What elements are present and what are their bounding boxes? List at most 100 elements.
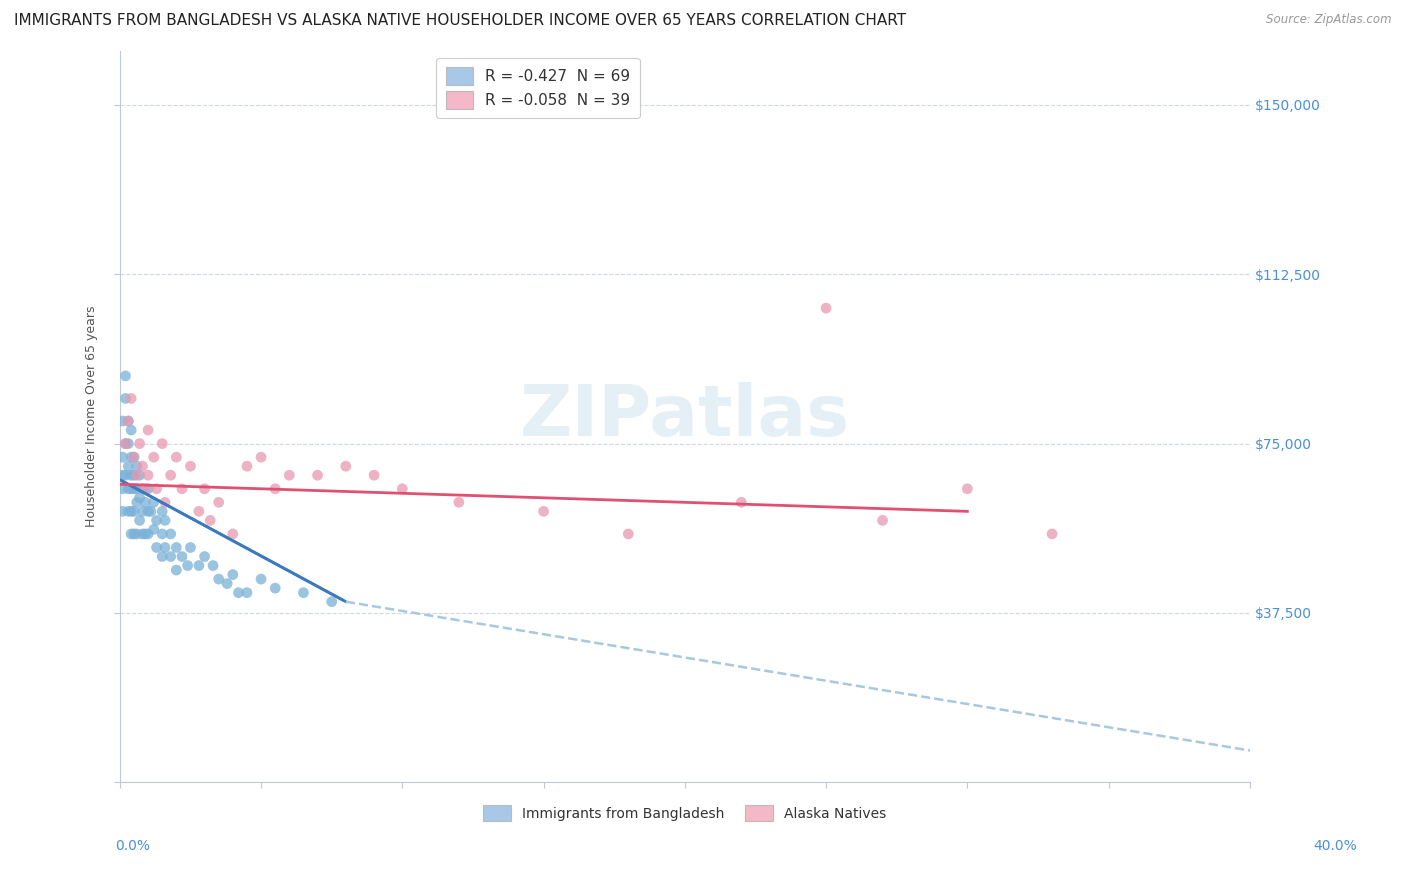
Point <box>114 468 136 483</box>
Point <box>125 527 148 541</box>
Point <box>128 468 150 483</box>
Point <box>120 423 142 437</box>
Point <box>159 468 181 483</box>
Point <box>120 527 142 541</box>
Point <box>872 513 894 527</box>
Point <box>128 513 150 527</box>
Point <box>165 563 187 577</box>
Point <box>136 527 159 541</box>
Point <box>122 482 145 496</box>
Point <box>120 450 142 465</box>
Point <box>533 504 555 518</box>
Point <box>114 436 136 450</box>
Point <box>176 558 198 573</box>
Point <box>117 436 139 450</box>
Point <box>128 436 150 450</box>
Point <box>117 482 139 496</box>
Point <box>114 368 136 383</box>
Text: 40.0%: 40.0% <box>1313 838 1357 853</box>
Point <box>150 549 173 564</box>
Point <box>136 482 159 496</box>
Point <box>264 581 287 595</box>
Point <box>815 301 838 315</box>
Point <box>125 468 148 483</box>
Point <box>202 558 225 573</box>
Point <box>153 541 176 555</box>
Point <box>1040 527 1063 541</box>
Point <box>111 504 134 518</box>
Point <box>730 495 752 509</box>
Point <box>363 468 385 483</box>
Point <box>150 436 173 450</box>
Point <box>170 549 193 564</box>
Point <box>134 527 156 541</box>
Point <box>208 572 231 586</box>
Point <box>125 495 148 509</box>
Point <box>222 527 245 541</box>
Point <box>145 513 167 527</box>
Point <box>120 482 142 496</box>
Point <box>170 482 193 496</box>
Point <box>159 549 181 564</box>
Point <box>617 527 640 541</box>
Point <box>142 523 165 537</box>
Point <box>264 482 287 496</box>
Point <box>120 392 142 406</box>
Point <box>228 585 250 599</box>
Text: IMMIGRANTS FROM BANGLADESH VS ALASKA NATIVE HOUSEHOLDER INCOME OVER 65 YEARS COR: IMMIGRANTS FROM BANGLADESH VS ALASKA NAT… <box>14 13 907 29</box>
Point <box>165 450 187 465</box>
Point <box>128 491 150 505</box>
Point <box>120 504 142 518</box>
Text: Source: ZipAtlas.com: Source: ZipAtlas.com <box>1267 13 1392 27</box>
Point <box>131 527 153 541</box>
Point <box>114 392 136 406</box>
Point <box>134 482 156 496</box>
Point <box>447 495 470 509</box>
Point <box>139 504 162 518</box>
Point <box>236 585 259 599</box>
Point <box>278 468 301 483</box>
Point <box>117 414 139 428</box>
Point <box>134 495 156 509</box>
Point <box>117 414 139 428</box>
Point <box>131 482 153 496</box>
Point <box>145 541 167 555</box>
Point <box>250 572 273 586</box>
Point <box>122 450 145 465</box>
Point <box>335 459 357 474</box>
Point <box>111 482 134 496</box>
Point <box>122 527 145 541</box>
Point <box>120 468 142 483</box>
Point <box>150 527 173 541</box>
Point <box>165 541 187 555</box>
Point <box>153 513 176 527</box>
Point <box>122 450 145 465</box>
Point <box>250 450 273 465</box>
Point <box>236 459 259 474</box>
Legend: Immigrants from Bangladesh, Alaska Natives: Immigrants from Bangladesh, Alaska Nativ… <box>478 799 891 827</box>
Point <box>217 576 239 591</box>
Point <box>321 595 343 609</box>
Point <box>159 527 181 541</box>
Point <box>956 482 979 496</box>
Point <box>122 504 145 518</box>
Point <box>194 549 217 564</box>
Point <box>125 482 148 496</box>
Point <box>150 504 173 518</box>
Point <box>117 459 139 474</box>
Point <box>125 459 148 474</box>
Point <box>142 450 165 465</box>
Point <box>136 468 159 483</box>
Point <box>136 423 159 437</box>
Point <box>179 541 201 555</box>
Point <box>114 436 136 450</box>
Text: 0.0%: 0.0% <box>115 838 150 853</box>
Point <box>194 482 217 496</box>
Point <box>145 482 167 496</box>
Point <box>292 585 315 599</box>
Point <box>111 414 134 428</box>
Point <box>187 504 209 518</box>
Point <box>391 482 413 496</box>
Point <box>111 450 134 465</box>
Point <box>111 468 134 483</box>
